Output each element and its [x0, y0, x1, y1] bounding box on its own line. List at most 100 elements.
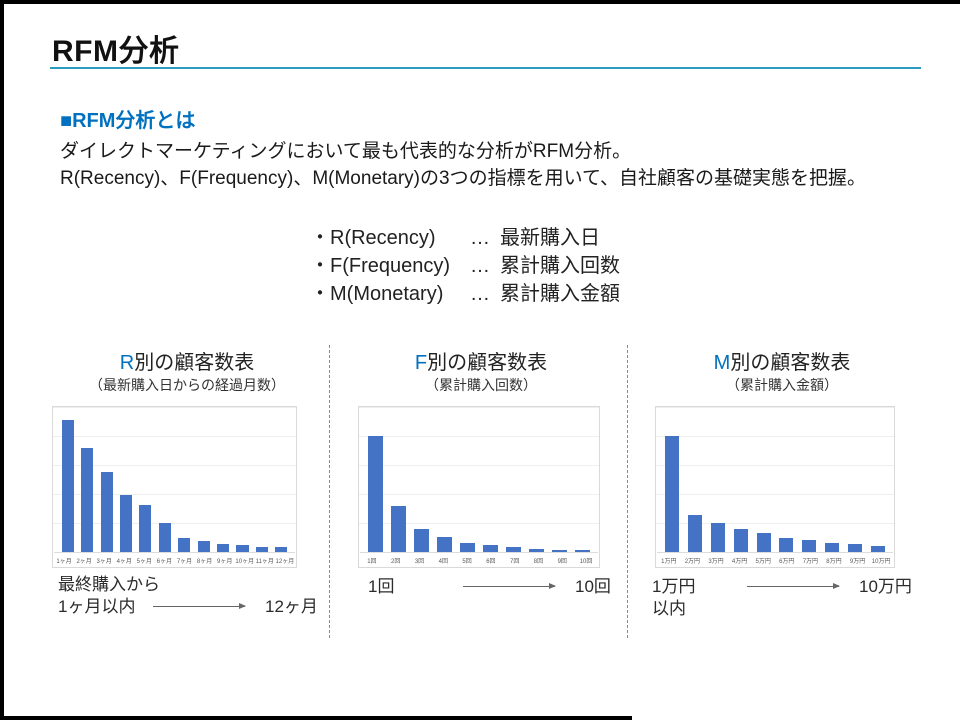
x-tick-label: 1万円	[661, 558, 677, 565]
chart-title-prefix: F	[414, 352, 428, 374]
note-start: 1万円 以内	[652, 576, 747, 620]
bar	[525, 407, 548, 552]
axis-note: 1回 10回	[368, 576, 622, 598]
list-item: ・M(Monetary) … 累計購入金額	[310, 280, 620, 308]
bar	[272, 407, 291, 552]
x-tick-label: 10ヶ月	[235, 558, 255, 565]
x-tick-label: 6ヶ月	[156, 558, 173, 565]
note-start: 1回	[368, 577, 395, 596]
chart-subtitle: （累計購入金額）	[726, 377, 838, 393]
x-tick-label: 8万円	[826, 558, 842, 565]
chart-x-axis: 1回 2回 3回 4回 5回 6回 7回 8回 9回 10回	[360, 552, 598, 567]
bullet-term: ・F(Frequency)	[310, 255, 451, 277]
title-underline	[50, 67, 921, 69]
x-tick-label: 3ヶ月	[96, 558, 112, 565]
chart-title: M別の顧客数表	[638, 350, 926, 376]
chart-title-prefix: R	[119, 352, 135, 374]
bar	[548, 407, 571, 552]
bullet-ellipsis: …	[470, 283, 490, 305]
chart-plot-area	[656, 407, 894, 552]
chart-subtitle: （累計購入回数）	[425, 377, 537, 393]
bar	[502, 407, 525, 552]
x-tick-label: 6回	[486, 558, 496, 565]
bar	[661, 407, 684, 552]
bar	[175, 407, 194, 552]
bar	[456, 407, 479, 552]
arrow-right-icon	[747, 582, 840, 589]
bullet-desc: 最新購入日	[500, 227, 600, 249]
intro-section: ■RFM分析とは ダイレクトマーケティングにおいて最も代表的な分析がRFM分析。…	[60, 104, 920, 192]
chart-subtitle: （最新購入日からの経過月数）	[89, 377, 285, 393]
x-tick-label: 7万円	[802, 558, 819, 565]
x-tick-label: 8回	[533, 558, 544, 565]
x-tick-label: 1ヶ月	[56, 558, 72, 565]
intro-line-2: R(Recency)、F(Frequency)、M(Monetary)の3つの指…	[60, 168, 867, 189]
arrow-right-icon	[153, 602, 246, 609]
x-tick-label: 12ヶ月	[275, 558, 295, 565]
x-tick-label: 4ヶ月	[116, 558, 132, 565]
bar	[798, 407, 821, 552]
chart-title-prefix: M	[713, 352, 731, 374]
bar	[155, 407, 174, 552]
bar	[684, 407, 707, 552]
note-start-line-1: 1万円	[652, 577, 696, 596]
x-tick-label: 3回	[414, 558, 425, 565]
bar	[58, 407, 77, 552]
bar	[752, 407, 775, 552]
bar	[775, 407, 798, 552]
bar	[77, 407, 96, 552]
x-tick-label: 5ヶ月	[136, 558, 153, 565]
note-end: 10回	[575, 577, 611, 596]
x-tick-label: 10回	[579, 558, 593, 565]
bar	[843, 407, 866, 552]
panel-divider	[329, 345, 330, 638]
bar-chart-recency: 1ヶ月 2ヶ月 3ヶ月 4ヶ月 5ヶ月 6ヶ月 7ヶ月 8ヶ月 9ヶ月 10ヶ月 11ヶ月 12ヶ月	[52, 406, 297, 568]
chart-x-axis: 1ヶ月 2ヶ月 3ヶ月 4ヶ月 5ヶ月 6ヶ月 7ヶ月 8ヶ月 9ヶ月 10ヶ月 11ヶ月 12ヶ月	[54, 552, 295, 567]
slide-border-left	[0, 0, 4, 720]
x-tick-label: 9回	[557, 558, 567, 565]
rfm-definition-list: ・R(Recency) … 最新購入日 ・F(Frequency) … 累計購入…	[310, 224, 620, 308]
bullet-desc: 累計購入金額	[500, 283, 620, 305]
bar	[194, 407, 213, 552]
note-start-line-1: 最終購入から	[58, 575, 160, 594]
chart-plot-area	[359, 407, 599, 552]
bar	[410, 407, 433, 552]
bar-chart-frequency: 1回 2回 3回 4回 5回 6回 7回 8回 9回 10回	[358, 406, 600, 568]
bullet-ellipsis: …	[470, 255, 490, 277]
intro-line-1: ダイレクトマーケティングにおいて最も代表的な分析がRFM分析。	[60, 141, 632, 162]
page-title: RFM分析	[52, 35, 180, 68]
bar	[213, 407, 232, 552]
bar	[364, 407, 387, 552]
note-end: 10万円	[859, 577, 912, 596]
chart-title: F別の顧客数表	[340, 350, 622, 376]
chart-panel-monetary: M別の顧客数表 （累計購入金額） 1万円 2万円 3万円 4万円 5万円 6万円 7万円 8万…	[638, 350, 926, 620]
x-tick-label: 5万円	[755, 558, 771, 565]
slide-border-top	[0, 0, 960, 4]
chart-plot-area	[53, 407, 296, 552]
chart-title: R別の顧客数表	[45, 350, 329, 376]
slide-border-bottom	[0, 716, 632, 720]
x-tick-label: 1回	[367, 558, 377, 565]
x-tick-label: 2万円	[684, 558, 701, 565]
bar	[433, 407, 456, 552]
list-item: ・R(Recency) … 最新購入日	[310, 224, 620, 252]
x-tick-label: 4回	[438, 558, 448, 565]
bullet-term: ・R(Recency)	[310, 227, 436, 249]
bar	[479, 407, 502, 552]
bar	[97, 407, 116, 552]
x-tick-label: 9万円	[849, 558, 866, 565]
x-tick-label: 10万円	[871, 558, 891, 565]
bar	[387, 407, 410, 552]
bullet-term: ・M(Monetary)	[310, 283, 444, 305]
x-tick-label: 3万円	[708, 558, 724, 565]
panel-divider	[627, 345, 628, 638]
x-tick-label: 2ヶ月	[76, 558, 92, 565]
x-tick-label: 9ヶ月	[216, 558, 233, 565]
bar	[116, 407, 135, 552]
axis-note: 最終購入から 1ヶ月以内 12ヶ月	[58, 574, 329, 618]
x-tick-label: 7回	[510, 558, 520, 565]
bar	[233, 407, 252, 552]
bar	[707, 407, 730, 552]
x-tick-label: 7ヶ月	[176, 558, 193, 565]
x-tick-label: 4万円	[731, 558, 748, 565]
